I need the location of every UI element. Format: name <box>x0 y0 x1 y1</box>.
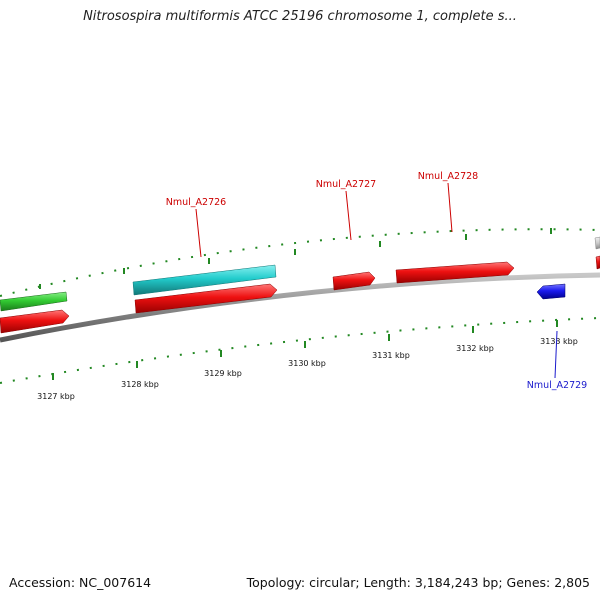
feature-green-left[interactable] <box>0 291 68 312</box>
feature-cyan[interactable] <box>132 264 277 296</box>
tick-label-3127: 3127 kbp <box>37 392 75 401</box>
gene-label-nmul-a2727[interactable]: Nmul_A2727 <box>316 179 376 190</box>
gene-right-edge[interactable] <box>595 255 600 270</box>
gene-nmul-a2728[interactable] <box>395 261 515 284</box>
tick-label-3133: 3133 kbp <box>540 337 578 346</box>
chromosome-backbone[interactable] <box>0 272 600 343</box>
gene-left-edge[interactable] <box>0 309 70 334</box>
inner-dotted-ring <box>0 317 600 384</box>
outer-dotted-ring <box>0 228 600 297</box>
inner-ring-ticks <box>52 320 558 380</box>
outer-ring-ticks <box>39 228 552 289</box>
feature-gray-right[interactable] <box>594 236 600 250</box>
tick-label-3131: 3131 kbp <box>372 351 410 360</box>
tick-label-3129: 3129 kbp <box>204 369 242 378</box>
gene-label-nmul-a2729[interactable]: Nmul_A2729 <box>527 380 587 391</box>
map-title: Nitrosospira multiformis ATCC 25196 chro… <box>83 9 517 24</box>
gene-label-nmul-a2728[interactable]: Nmul_A2728 <box>418 171 478 182</box>
genome-summary: Topology: circular; Length: 3,184,243 bp… <box>246 575 590 590</box>
tick-label-3128: 3128 kbp <box>121 380 159 389</box>
tick-label-3132: 3132 kbp <box>456 344 494 353</box>
gene-nmul-a2727[interactable] <box>332 271 376 291</box>
gene-nmul-a2729[interactable] <box>536 283 566 300</box>
gene-label-nmul-a2726[interactable]: Nmul_A2726 <box>166 197 226 208</box>
gene-nmul-a2726[interactable] <box>134 283 278 314</box>
accession-label: Accession: NC_007614 <box>9 575 152 590</box>
gene-leader-lines <box>195 182 558 379</box>
tick-label-3130: 3130 kbp <box>288 359 326 368</box>
